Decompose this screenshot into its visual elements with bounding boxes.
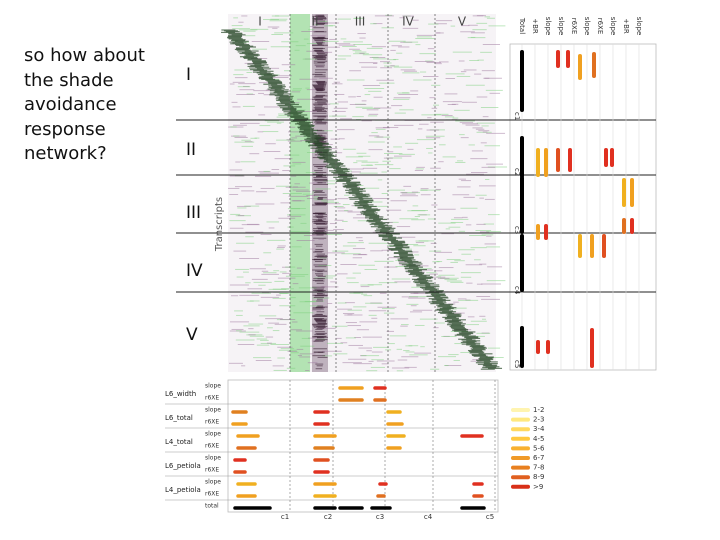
sub-label: slope [205, 383, 221, 390]
sub-label: r6XE [205, 443, 219, 450]
sub-label: slope [205, 479, 221, 486]
legend-label: 5-6 [533, 444, 545, 452]
sub-label: r6XE [205, 419, 219, 426]
bottom-cluster-label: c4 [424, 513, 433, 521]
right-column-label: Total [518, 17, 526, 34]
column-label: V [458, 15, 467, 29]
legend-label: 1-2 [533, 406, 544, 414]
right-panel [509, 43, 657, 371]
right-column-label: slope [544, 17, 552, 36]
right-cluster-label: c3 [513, 226, 521, 234]
sub-label: r6XE [205, 395, 219, 402]
right-column-label: r6XE [570, 18, 578, 35]
right-column-label: slope [635, 17, 643, 36]
legend-label: >9 [533, 483, 543, 491]
right-cluster-label: c4 [513, 286, 521, 295]
legend-label: 7-8 [533, 464, 544, 472]
column-label: IV [402, 15, 415, 29]
sub-label: slope [205, 407, 221, 414]
bottom-cluster-label: c1 [281, 513, 289, 521]
sub-label: total [205, 503, 219, 510]
right-column-label: +BR [531, 18, 539, 34]
right-cluster-label: c5 [513, 360, 521, 368]
right-cluster-label: c2 [513, 168, 521, 176]
bottom-cluster-label: c3 [376, 513, 384, 521]
right-column-label: slope [557, 17, 565, 36]
sub-label: slope [205, 431, 221, 438]
green-stripe [290, 14, 310, 372]
dark-stripe [312, 14, 328, 372]
trait-label: L6_total [165, 414, 193, 422]
row-label: III [186, 203, 201, 223]
trait-label: L4_total [165, 438, 193, 446]
column-label: I [258, 15, 262, 29]
right-column-label: r6XE [596, 18, 604, 35]
legend-label: 4-5 [533, 435, 544, 443]
row-label: II [186, 140, 196, 160]
right-column-label: +BR [622, 18, 630, 34]
row-label: V [186, 325, 198, 345]
right-column-label: slope [583, 17, 591, 36]
legend-label: 8-9 [533, 473, 544, 481]
right-column-label: slope [609, 17, 617, 36]
axis-label: Transcripts [214, 197, 225, 252]
row-label: I [186, 65, 191, 85]
right-cluster-label: c1 [513, 112, 521, 120]
bottom-panel [227, 379, 499, 513]
slide-text: so how about the shade avoidance respons… [24, 45, 145, 164]
trait-label: L6_width [165, 390, 196, 398]
bottom-cluster-label: c2 [324, 513, 332, 521]
trait-label: L4_petiola [165, 486, 201, 494]
trait-label: L6_petiola [165, 462, 201, 470]
sub-label: slope [205, 455, 221, 462]
column-label: III [355, 15, 366, 29]
row-label: IV [186, 261, 203, 281]
bottom-cluster-label: c5 [486, 513, 494, 521]
sub-label: r6XE [205, 467, 219, 474]
sub-label: r6XE [205, 491, 219, 498]
legend-label: 3-4 [533, 425, 545, 433]
column-label: II [311, 15, 318, 29]
legend-label: 2-3 [533, 416, 544, 424]
legend-label: 6-7 [533, 454, 544, 462]
